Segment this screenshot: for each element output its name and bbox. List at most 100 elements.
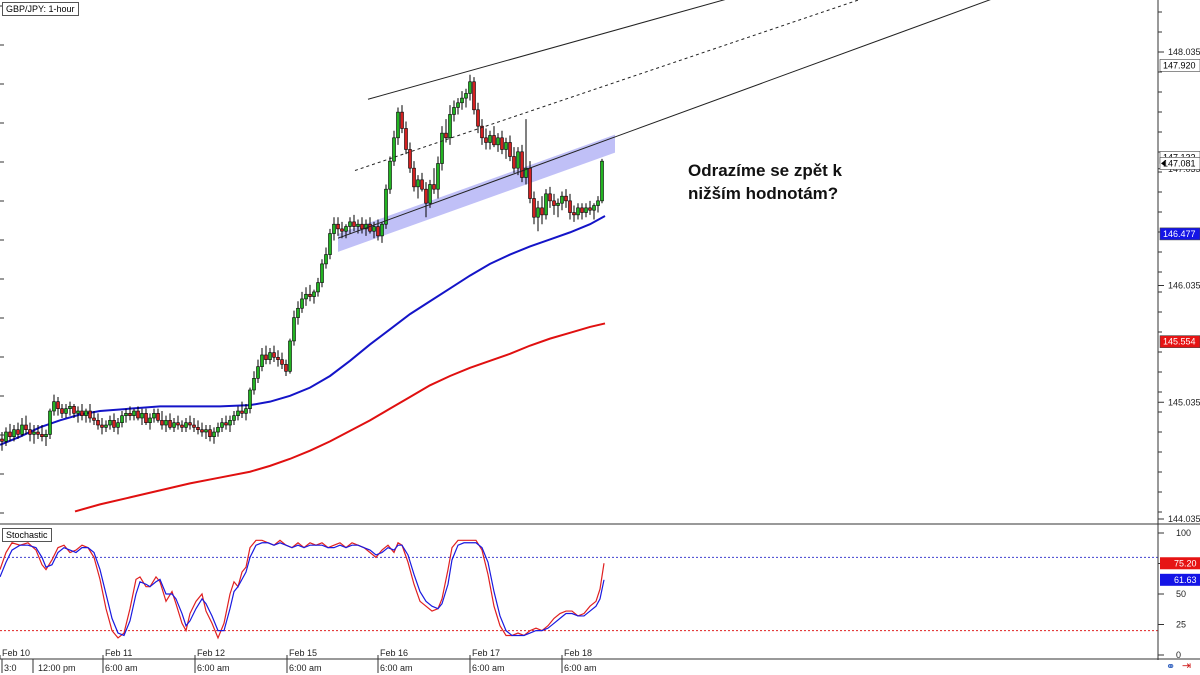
- candle[interactable]: [368, 217, 372, 234]
- candle[interactable]: [48, 408, 52, 440]
- candle[interactable]: [32, 425, 36, 444]
- candle[interactable]: [296, 301, 300, 325]
- candle[interactable]: [116, 418, 120, 435]
- candle[interactable]: [508, 135, 512, 162]
- candle[interactable]: [344, 224, 348, 239]
- candle[interactable]: [168, 413, 172, 430]
- candle[interactable]: [64, 404, 68, 419]
- channel-line-1[interactable]: [367, 0, 740, 100]
- candle[interactable]: [348, 217, 352, 234]
- candle[interactable]: [532, 191, 536, 225]
- candle[interactable]: [320, 259, 324, 288]
- candle[interactable]: [416, 175, 420, 199]
- candle[interactable]: [388, 156, 392, 194]
- candle[interactable]: [284, 359, 288, 376]
- candle[interactable]: [352, 214, 356, 232]
- candle[interactable]: [240, 401, 244, 419]
- candle[interactable]: [596, 196, 600, 213]
- candle[interactable]: [444, 119, 448, 143]
- candle[interactable]: [248, 387, 252, 414]
- candle[interactable]: [544, 189, 548, 220]
- candle[interactable]: [80, 404, 84, 421]
- candle[interactable]: [260, 347, 264, 372]
- candle[interactable]: [564, 189, 568, 208]
- link-icon[interactable]: ⚭: [1166, 660, 1176, 673]
- candle[interactable]: [112, 413, 116, 433]
- candle[interactable]: [476, 102, 480, 134]
- candle[interactable]: [552, 193, 556, 215]
- candle[interactable]: [272, 345, 276, 362]
- candle[interactable]: [16, 422, 20, 440]
- candle[interactable]: [288, 338, 292, 374]
- candle[interactable]: [160, 411, 164, 430]
- candle[interactable]: [224, 415, 228, 430]
- candle[interactable]: [52, 394, 56, 416]
- candle[interactable]: [360, 217, 364, 234]
- candle[interactable]: [468, 74, 472, 101]
- candle[interactable]: [500, 130, 504, 155]
- candle[interactable]: [128, 406, 132, 421]
- candle[interactable]: [72, 404, 76, 419]
- candle[interactable]: [208, 425, 212, 442]
- candle[interactable]: [536, 200, 540, 232]
- candle[interactable]: [408, 142, 412, 173]
- candle[interactable]: [560, 191, 564, 211]
- candle[interactable]: [424, 182, 428, 218]
- candle[interactable]: [404, 121, 408, 155]
- candle[interactable]: [256, 359, 260, 383]
- candle[interactable]: [96, 413, 100, 430]
- candle[interactable]: [232, 411, 236, 426]
- candle[interactable]: [428, 179, 432, 208]
- candle[interactable]: [384, 184, 388, 229]
- candle[interactable]: [324, 247, 328, 269]
- candle[interactable]: [144, 408, 148, 426]
- candle[interactable]: [40, 425, 44, 442]
- candle[interactable]: [516, 147, 520, 176]
- candle[interactable]: [188, 415, 192, 430]
- candle[interactable]: [328, 228, 332, 260]
- candle[interactable]: [68, 401, 72, 416]
- candle[interactable]: [148, 413, 152, 430]
- candle[interactable]: [376, 219, 380, 241]
- candle[interactable]: [56, 396, 60, 416]
- candle[interactable]: [432, 168, 436, 194]
- candle[interactable]: [120, 411, 124, 428]
- candle[interactable]: [184, 418, 188, 433]
- candle[interactable]: [216, 422, 220, 437]
- candle[interactable]: [84, 408, 88, 423]
- candle[interactable]: [600, 158, 604, 204]
- candle[interactable]: [92, 411, 96, 426]
- candle[interactable]: [172, 418, 176, 433]
- candle[interactable]: [572, 205, 576, 222]
- candle[interactable]: [244, 404, 248, 421]
- candle[interactable]: [464, 88, 468, 108]
- candle[interactable]: [524, 119, 528, 185]
- candle[interactable]: [132, 408, 136, 421]
- candle[interactable]: [592, 203, 596, 220]
- candle[interactable]: [44, 429, 48, 447]
- candle[interactable]: [492, 126, 496, 148]
- candle[interactable]: [520, 144, 524, 183]
- candle[interactable]: [176, 415, 180, 430]
- candle[interactable]: [488, 130, 492, 150]
- candle[interactable]: [420, 172, 424, 192]
- candle[interactable]: [316, 277, 320, 297]
- candle[interactable]: [340, 221, 344, 239]
- candle[interactable]: [400, 105, 404, 134]
- candle[interactable]: [280, 352, 284, 369]
- candle[interactable]: [156, 408, 160, 423]
- candle[interactable]: [220, 418, 224, 433]
- candle[interactable]: [140, 408, 144, 426]
- candle[interactable]: [304, 287, 308, 306]
- candle[interactable]: [264, 345, 268, 365]
- candle[interactable]: [76, 406, 80, 423]
- candle[interactable]: [576, 203, 580, 220]
- candle[interactable]: [568, 193, 572, 220]
- candle[interactable]: [512, 147, 516, 173]
- candle[interactable]: [196, 420, 200, 435]
- candle[interactable]: [4, 427, 8, 447]
- candle[interactable]: [124, 408, 128, 423]
- candle[interactable]: [300, 291, 304, 313]
- candle[interactable]: [60, 404, 64, 419]
